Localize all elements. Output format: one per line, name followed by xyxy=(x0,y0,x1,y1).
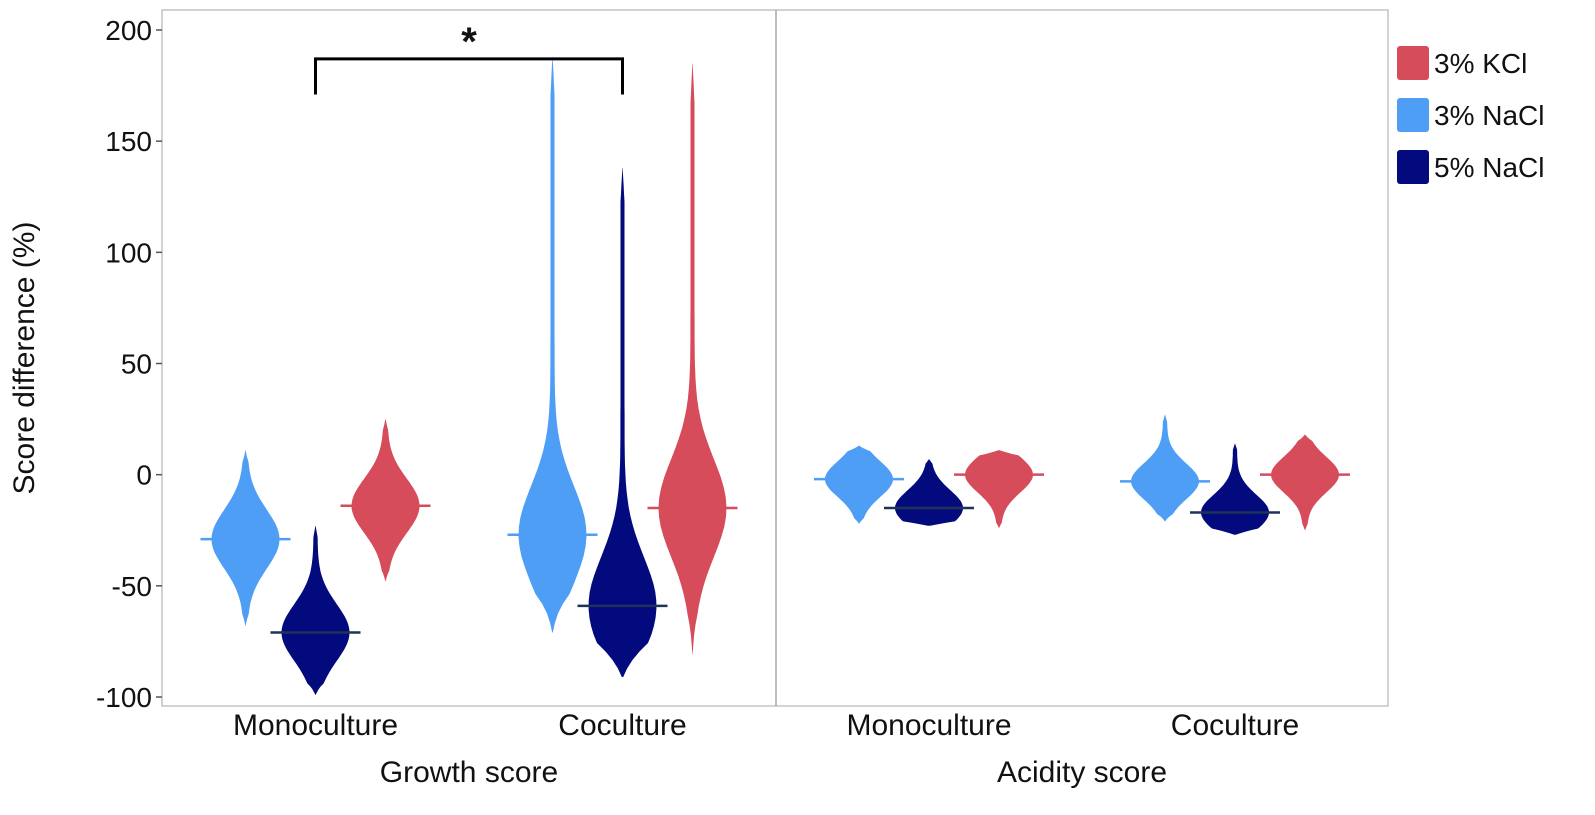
legend: 3% KCl 3% NaCl 5% NaCl xyxy=(1397,46,1544,184)
y-tick-label: 200 xyxy=(105,15,152,46)
x-category-label-monoculture: Monoculture xyxy=(846,709,1011,742)
x-category-label-monoculture: Monoculture xyxy=(233,709,398,742)
violin-acidity-score-coculture-3pct-kcl xyxy=(1271,434,1339,531)
plot-frame xyxy=(161,9,1389,707)
chart-labels: -100 -50 0 50 100 150 200 Score difference (%) M… xyxy=(8,15,1299,789)
y-tick-label: -100 xyxy=(96,682,152,713)
x-category-label-coculture: Coculture xyxy=(1171,709,1299,742)
panel-label-growth-score: Growth score xyxy=(380,756,558,789)
chart-axes xyxy=(156,9,1389,707)
legend-swatch-3pct-kcl xyxy=(1397,46,1429,80)
y-tick-label: 0 xyxy=(136,460,152,491)
median-lines xyxy=(200,473,1350,634)
violin-growth-score-monoculture-3pct-kcl xyxy=(351,419,420,582)
violin-acidity-score-coculture-5pct-nacl xyxy=(1201,443,1269,535)
violin-acidity-score-monoculture-3pct-kcl xyxy=(965,450,1033,528)
y-tick-label: 50 xyxy=(121,349,152,380)
legend-label-3pct-kcl: 3% KCl xyxy=(1434,48,1527,79)
y-tick-label: -50 xyxy=(112,571,152,602)
violin-growth-score-monoculture-5pct-nacl xyxy=(281,525,350,695)
legend-swatch-3pct-nacl xyxy=(1397,98,1429,132)
significance-marker: * xyxy=(461,20,477,64)
legend-label-5pct-nacl: 5% NaCl xyxy=(1434,152,1544,183)
violin-acidity-score-coculture-3pct-nacl xyxy=(1131,414,1199,522)
y-tick-label: 100 xyxy=(105,237,152,268)
panel-label-acidity-score: Acidity score xyxy=(997,756,1167,789)
violin-growth-score-coculture-3pct-nacl xyxy=(518,56,587,633)
x-category-label-coculture: Coculture xyxy=(558,709,686,742)
legend-label-3pct-nacl: 3% NaCl xyxy=(1434,100,1544,131)
significance-bracket xyxy=(314,57,624,95)
legend-swatch-5pct-nacl xyxy=(1397,150,1429,184)
y-axis-title: Score difference (%) xyxy=(8,222,41,495)
violin-growth-score-coculture-5pct-nacl xyxy=(588,167,657,678)
violin-acidity-score-monoculture-5pct-nacl xyxy=(895,459,963,526)
y-tick-label: 150 xyxy=(105,126,152,157)
violin-acidity-score-monoculture-3pct-nacl xyxy=(825,445,893,524)
violin-growth-score-coculture-3pct-kcl xyxy=(658,63,727,655)
